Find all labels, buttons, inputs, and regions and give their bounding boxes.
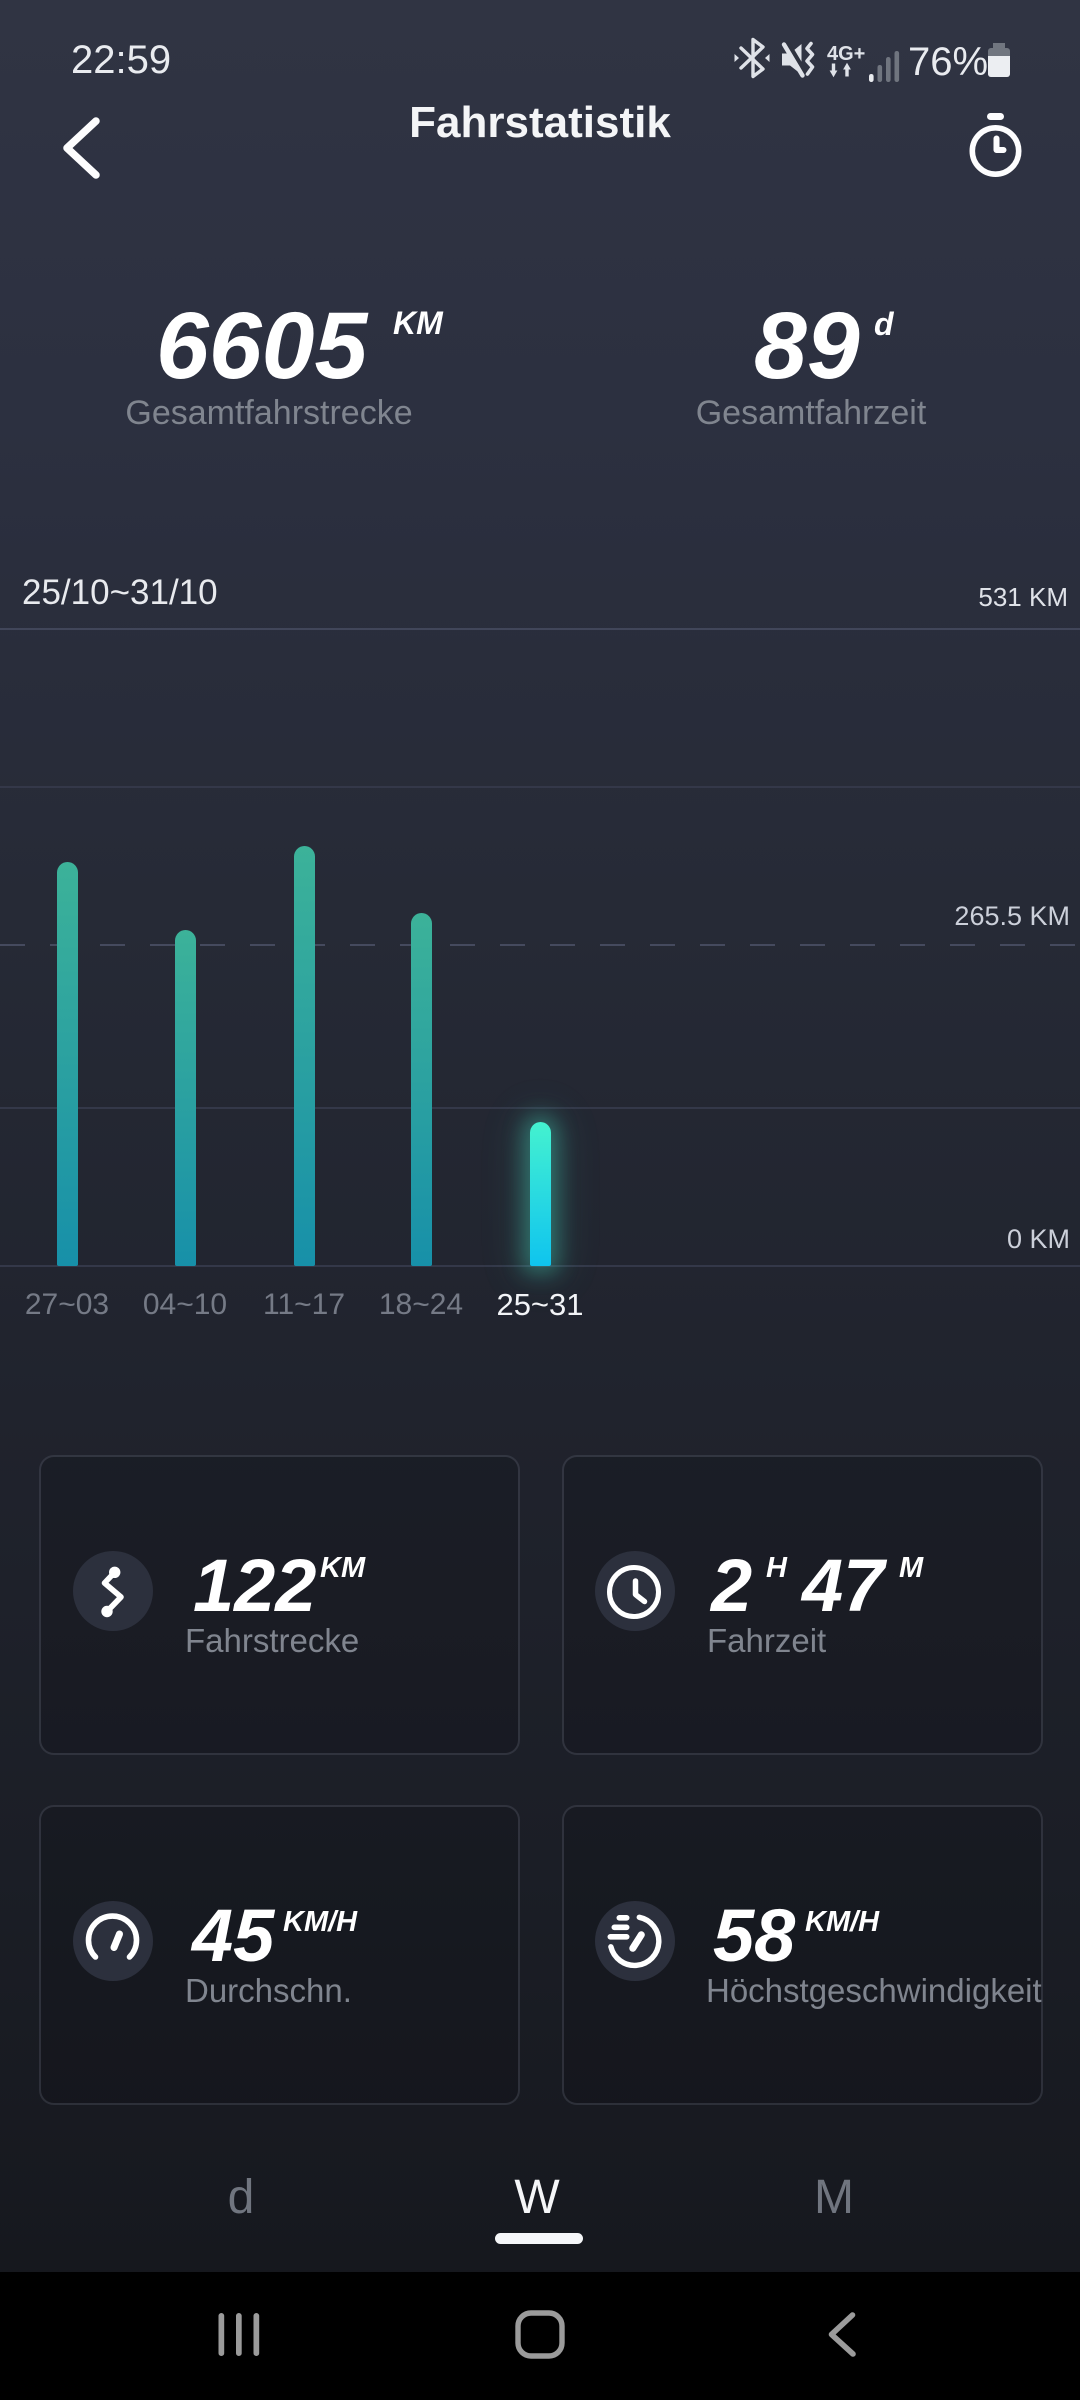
svg-text:4G+: 4G+ bbox=[827, 43, 865, 65]
